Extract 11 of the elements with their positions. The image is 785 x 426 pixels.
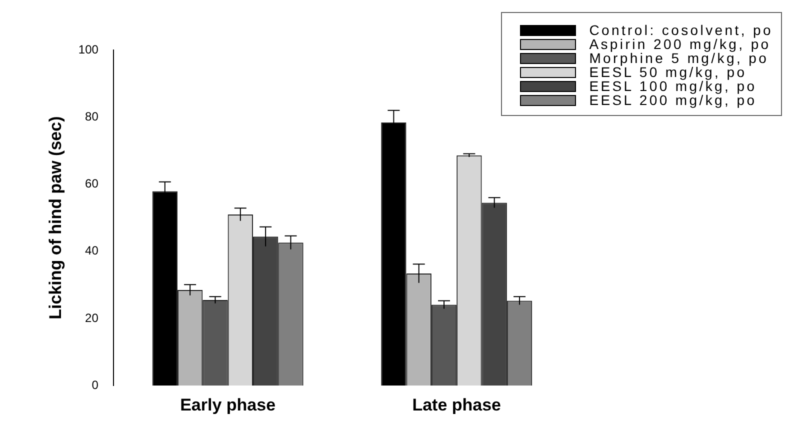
y-tick-label: 20	[85, 310, 99, 325]
y-axis-title: Licking of hind paw (sec)	[46, 116, 65, 320]
y-tick-label: 40	[85, 244, 99, 258]
y-tick-label: 80	[85, 109, 99, 124]
x-tick-label: Early phase	[180, 395, 276, 414]
x-tick-label: Late phase	[412, 395, 502, 414]
legend-label: Control: cosolvent, po	[589, 22, 773, 38]
y-tick-label: 0	[92, 378, 99, 392]
legend-label: Aspirin 200 mg/kg, po	[589, 36, 771, 52]
y-tick-label: 60	[85, 176, 99, 191]
y-tick-label: 100	[78, 42, 99, 56]
